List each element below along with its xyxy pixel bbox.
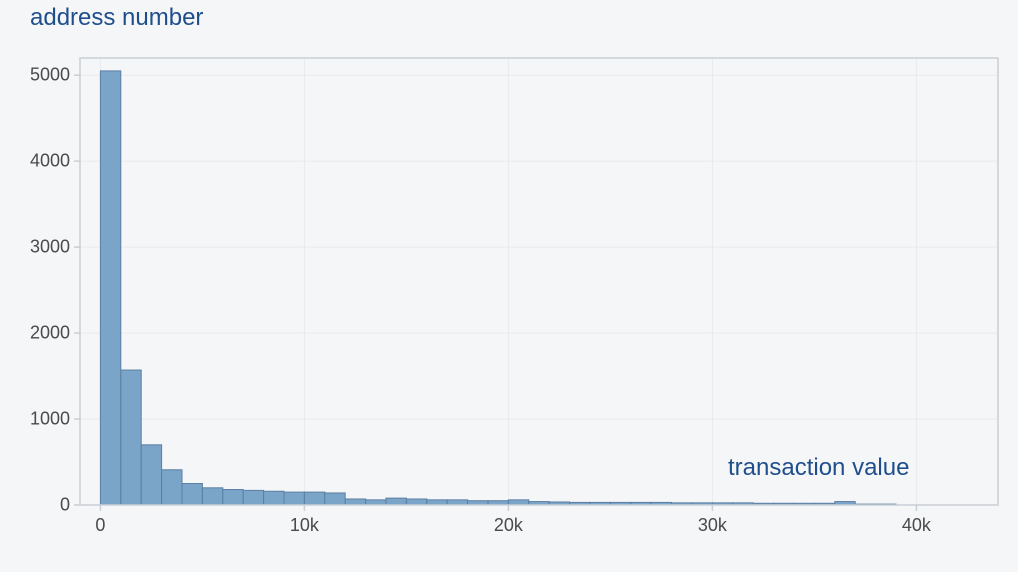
histogram-bar — [223, 490, 243, 505]
y-tick-label: 4000 — [30, 151, 70, 172]
histogram-bar — [202, 488, 222, 505]
histogram-bar — [427, 500, 447, 505]
histogram-chart: address number transaction value 0 10k 20k… — [0, 0, 1018, 572]
histogram-bar — [406, 499, 426, 505]
x-axis-title: transaction value — [728, 454, 909, 482]
histogram-bar — [508, 500, 528, 505]
histogram-bar — [182, 484, 202, 505]
x-tick-label: 10k — [290, 515, 319, 536]
y-tick-label: 3000 — [30, 237, 70, 258]
y-tick-label: 2000 — [30, 323, 70, 344]
x-tick-label: 40k — [902, 515, 931, 536]
plot-svg — [0, 0, 1018, 572]
y-tick-label: 1000 — [30, 409, 70, 430]
x-tick-label: 30k — [698, 515, 727, 536]
histogram-bar — [366, 500, 386, 505]
histogram-bar — [243, 490, 263, 505]
histogram-bar — [325, 493, 345, 505]
histogram-bar — [100, 71, 120, 505]
histogram-bar — [264, 491, 284, 505]
histogram-bar — [386, 498, 406, 505]
histogram-bar — [121, 370, 141, 505]
y-tick-label: 0 — [60, 495, 70, 516]
x-tick-label: 0 — [95, 515, 105, 536]
y-tick-label: 5000 — [30, 65, 70, 86]
y-axis-title: address number — [30, 4, 203, 32]
x-tick-label: 20k — [494, 515, 523, 536]
histogram-bar — [141, 445, 161, 505]
histogram-bar — [447, 500, 467, 505]
histogram-bar — [284, 492, 304, 505]
histogram-bar — [162, 470, 182, 505]
histogram-bar — [304, 492, 324, 505]
histogram-bar — [345, 499, 365, 505]
